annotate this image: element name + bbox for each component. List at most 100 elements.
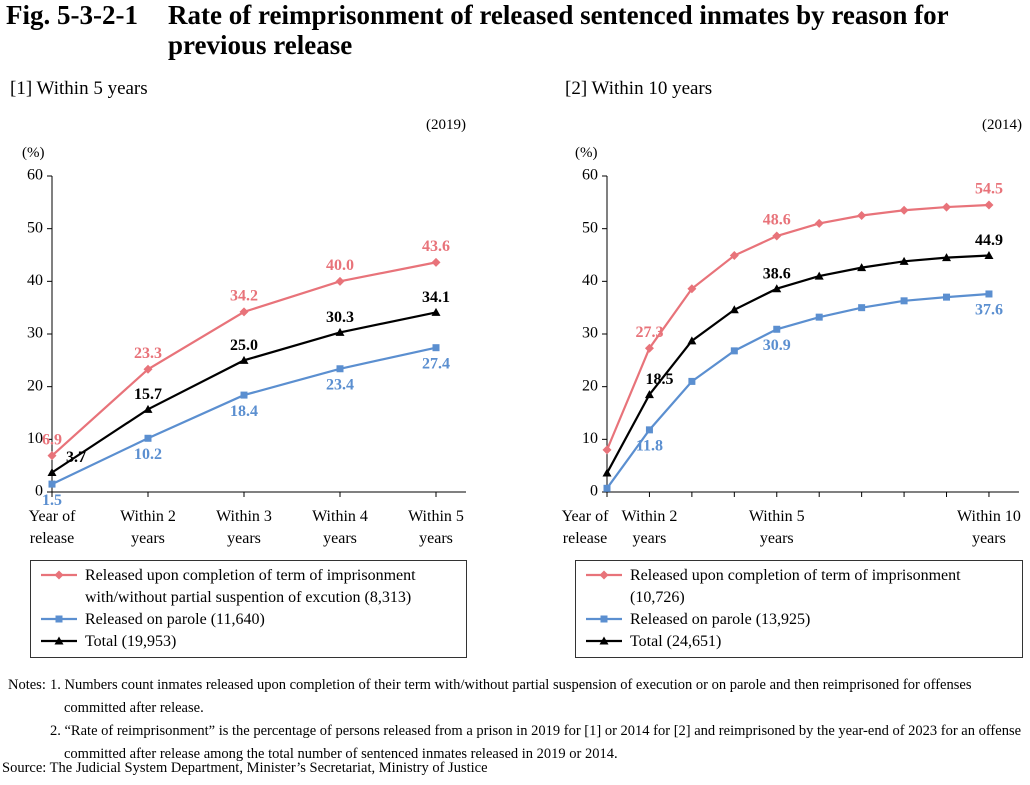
legend: Released upon completion of term of impr…: [30, 560, 467, 658]
data-label: 18.5: [645, 371, 673, 388]
marker: [730, 347, 738, 355]
legend-label: Released on parole (13,925): [630, 611, 811, 628]
data-label: 30.3: [326, 309, 354, 326]
data-label: 27.3: [635, 324, 663, 341]
y-tick-label: 50: [27, 219, 43, 236]
marker: [985, 290, 993, 298]
marker: [603, 484, 611, 492]
marker: [602, 468, 612, 477]
marker: [899, 205, 909, 215]
legend-swatch: [41, 570, 77, 580]
data-label: 44.9: [975, 232, 1003, 249]
y-tick-label: 20: [582, 377, 598, 394]
y-tick-label: 50: [582, 219, 598, 236]
data-label: 38.6: [763, 265, 791, 282]
notes-heading: Notes:: [8, 677, 46, 693]
y-tick-label: 0: [590, 483, 598, 500]
data-label: 54.5: [975, 181, 1003, 198]
legend: Released upon completion of term of impr…: [575, 560, 1023, 658]
x-tick-label: Within 3 years: [216, 508, 272, 547]
marker: [431, 307, 441, 316]
marker: [815, 313, 823, 321]
y-tick-label: 10: [27, 430, 43, 447]
legend-label: Released upon completion of term of impr…: [85, 567, 416, 606]
x-tick-label: Year of release: [561, 508, 609, 547]
subtitle: [2] Within 10 years: [565, 78, 713, 99]
marker: [599, 570, 609, 580]
data-label: 15.7: [134, 386, 162, 403]
marker: [984, 251, 994, 260]
source: Source: The Judicial System Department, …: [2, 760, 488, 776]
data-label: 23.3: [134, 345, 162, 362]
legend-swatch: [41, 615, 77, 623]
figure-number: Fig. 5-3-2-1: [6, 0, 138, 30]
marker: [54, 570, 64, 580]
marker: [336, 365, 344, 373]
legend-swatch: [586, 636, 622, 645]
legend-swatch: [41, 636, 77, 645]
marker: [47, 451, 57, 461]
marker: [729, 251, 739, 261]
legend-swatch: [586, 615, 622, 623]
marker: [772, 284, 782, 293]
marker: [644, 343, 654, 353]
y-axis-label: (%): [575, 145, 598, 161]
data-label: 30.9: [763, 337, 791, 354]
marker: [644, 390, 654, 399]
y-tick-label: 60: [582, 167, 598, 184]
data-label: 1.5: [42, 492, 62, 509]
data-label: 6.9: [42, 431, 62, 448]
series-line: [606, 292, 990, 489]
marker: [900, 297, 908, 305]
note-row: Notes: 1. Numbers count inmates released…: [8, 674, 1023, 766]
data-label: 11.8: [636, 438, 663, 455]
x-tick-label: Within 2 years: [120, 508, 176, 547]
subtitle: [1] Within 5 years: [10, 78, 148, 99]
x-tick-label: Year of release: [28, 508, 76, 547]
x-tick-label: Within 5 years: [748, 508, 805, 547]
legend-label: Released on parole (11,640): [85, 611, 265, 628]
marker: [858, 304, 866, 312]
legend-entry: Released on parole (13,925): [584, 609, 1014, 631]
data-label: 10.2: [134, 446, 162, 463]
marker: [814, 271, 824, 280]
x-tick-label: Within 4 years: [312, 508, 368, 547]
y-tick-label: 40: [27, 272, 43, 289]
marker: [814, 218, 824, 228]
legend-label: Total (19,953): [85, 633, 177, 650]
marker: [143, 404, 153, 413]
legend-entry: Total (24,651): [584, 631, 1014, 653]
marker: [239, 307, 249, 317]
marker: [48, 480, 56, 488]
marker: [773, 325, 781, 333]
marker: [54, 636, 64, 645]
marker: [335, 327, 345, 336]
data-label: 40.0: [326, 257, 354, 274]
legend-swatch: [586, 570, 622, 580]
data-label: 43.6: [422, 238, 450, 255]
marker: [645, 426, 653, 434]
marker: [772, 231, 782, 241]
data-label: 25.0: [230, 337, 258, 354]
note: 1. Numbers count inmates released upon c…: [50, 677, 972, 716]
marker: [984, 200, 994, 210]
figure-title: Rate of reimprisonment of released sente…: [168, 0, 949, 60]
data-label: 37.6: [975, 302, 1003, 319]
marker: [602, 445, 612, 455]
y-axis-label: (%): [22, 145, 45, 161]
legend-entry: Total (19,953): [39, 631, 458, 653]
marker: [688, 377, 696, 385]
data-label: 34.1: [422, 289, 450, 306]
series-line: [606, 254, 990, 474]
legend-entry: Released on parole (11,640): [39, 609, 458, 631]
y-tick-label: 10: [582, 430, 598, 447]
data-label: 34.2: [230, 288, 258, 305]
data-label: 48.6: [763, 212, 791, 229]
y-tick-label: 40: [582, 272, 598, 289]
marker: [239, 355, 249, 364]
marker: [857, 263, 867, 272]
series-line: [605, 203, 990, 451]
marker: [899, 256, 909, 265]
y-tick-label: 60: [27, 167, 43, 184]
